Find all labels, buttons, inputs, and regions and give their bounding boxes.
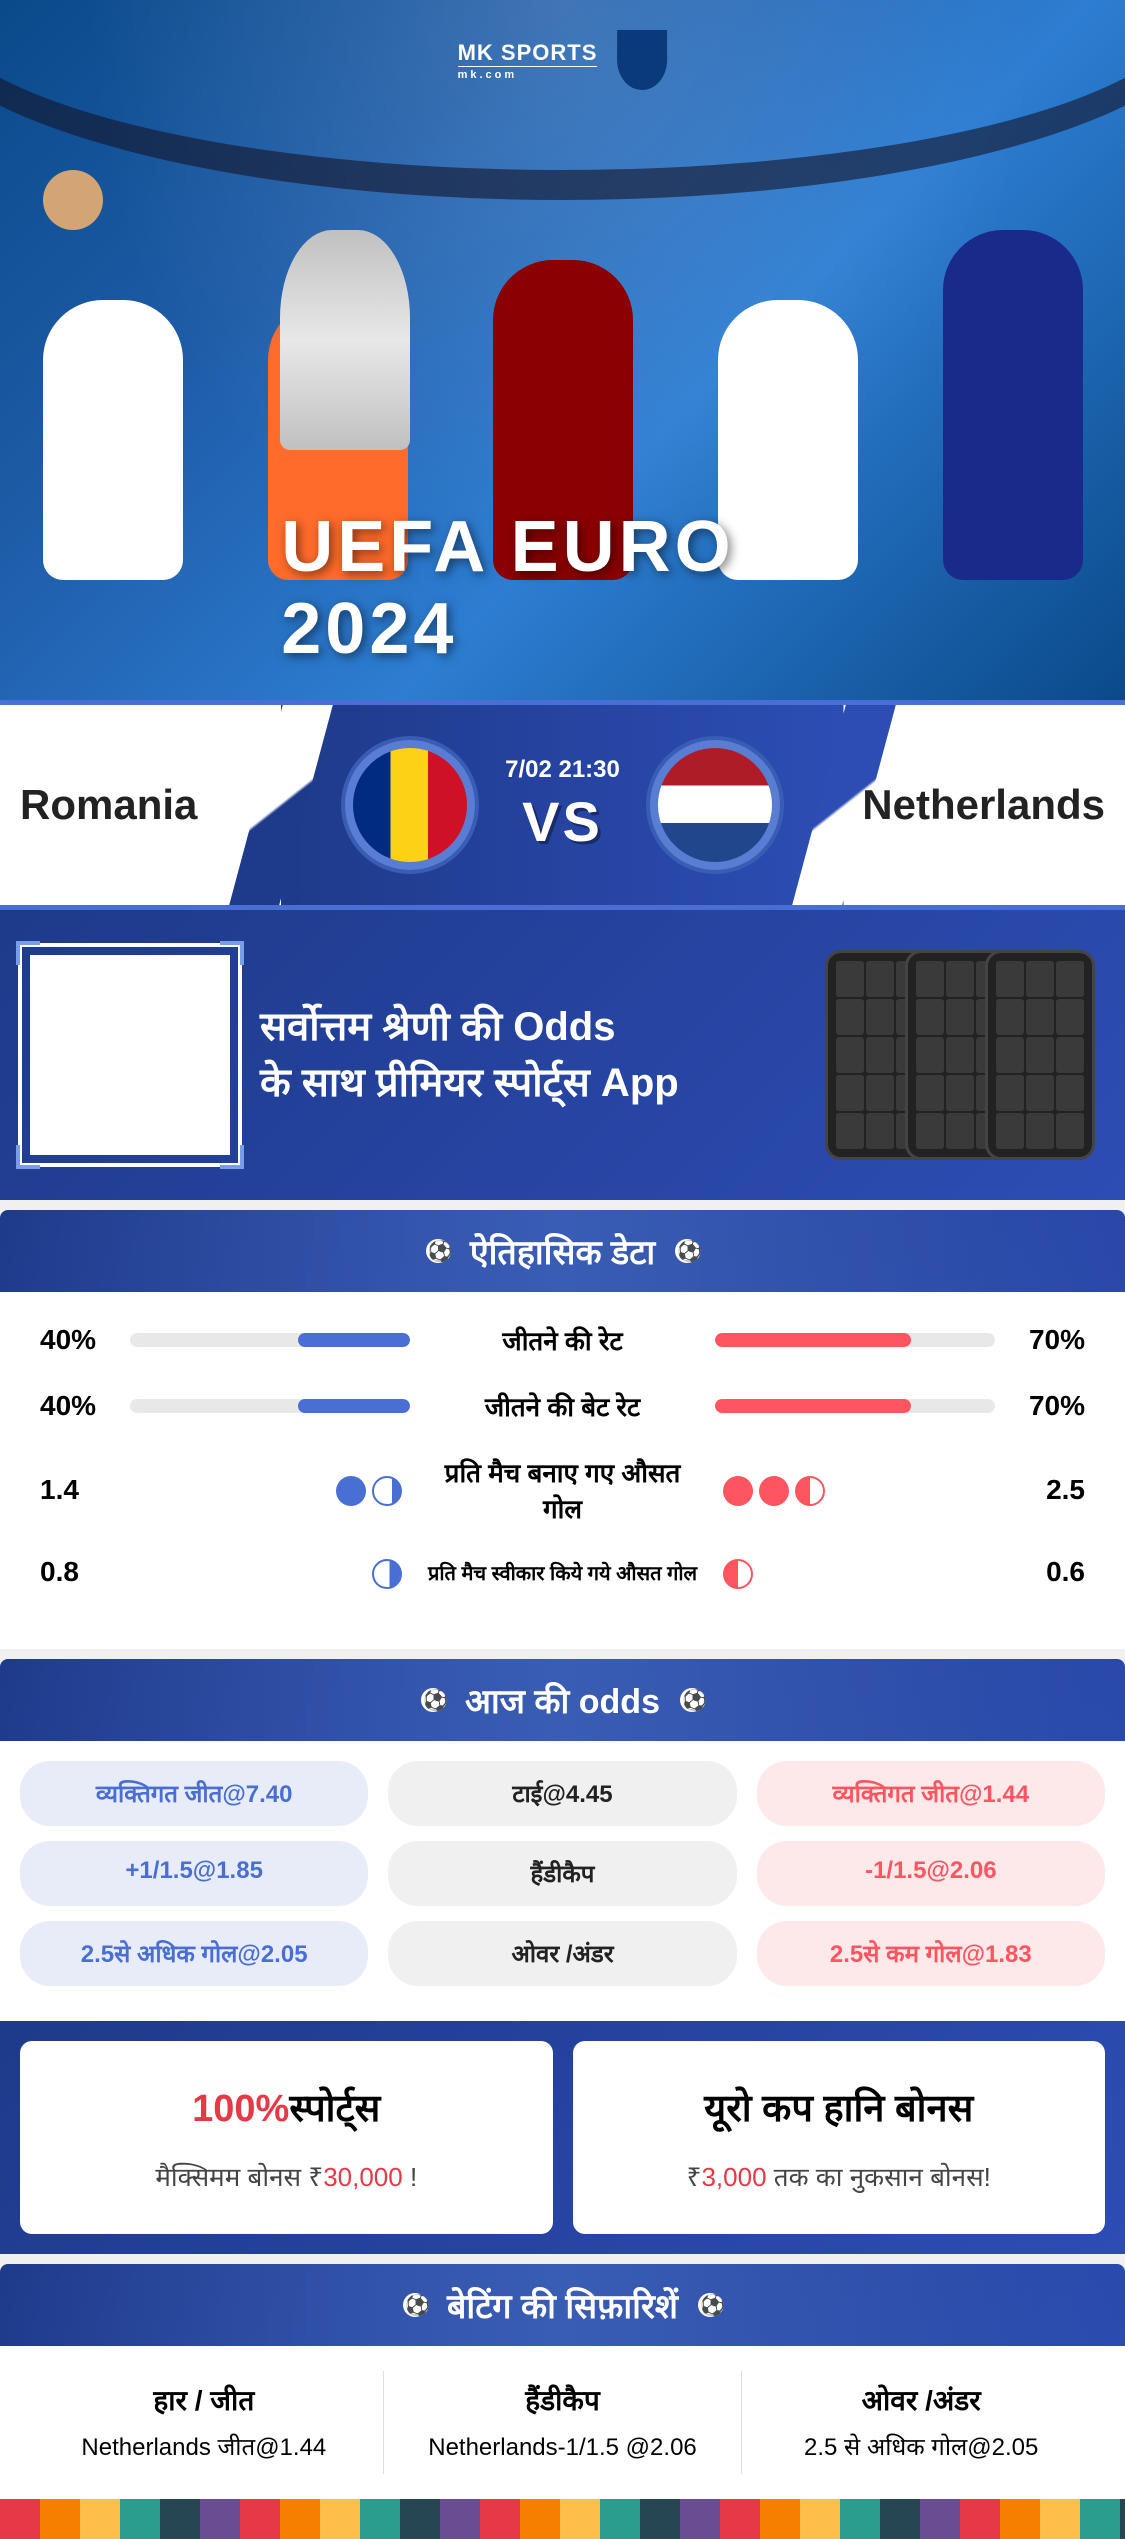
odds-row: व्यक्तिगत जीत@7.40 टाई@4.45 व्यक्तिगत जी… [20, 1761, 1105, 1826]
bonus-title-euro: यूरो कप हानि बोनस [603, 2081, 1076, 2133]
stat-row: 0.8 प्रति मैच स्वीकार किये गये औसत गोल 0… [40, 1556, 1085, 1589]
match-bar: Romania 7/02 21:30 VS Netherlands [0, 700, 1125, 910]
ball-icon [421, 1688, 445, 1712]
odds-pill-left[interactable]: व्यक्तिगत जीत@7.40 [20, 1761, 368, 1826]
stat-bar-right [715, 1333, 995, 1347]
reco-value: 2.5 से अधिक गोल@2.05 [757, 2431, 1085, 2465]
stat-bar-right [715, 1399, 995, 1413]
reco-value: Netherlands जीत@1.44 [40, 2431, 368, 2465]
stat-row: 40% जीतने की रेट 70% [40, 1322, 1085, 1358]
reco-section: बेटिंग की सिफ़ारिशें हार / जीत Netherlan… [0, 2264, 1125, 2500]
stat-left-value: 0.8 [40, 1556, 120, 1588]
goal-icons-right [723, 1476, 825, 1506]
odds-row: +1/1.5@1.85 हैंडीकैप -1/1.5@2.06 [20, 1841, 1105, 1906]
odds-pill-right[interactable]: -1/1.5@2.06 [757, 1841, 1105, 1906]
historical-section: ऐतिहासिक डेटा 40% जीतने की रेट 70% 40% ज… [0, 1210, 1125, 1649]
stat-bar-left [130, 1333, 410, 1347]
team-right: Netherlands [844, 781, 1125, 829]
odds-pill-center[interactable]: हैंडीकैप [388, 1841, 736, 1906]
stat-left-value: 1.4 [40, 1474, 120, 1506]
odds-body: व्यक्तिगत जीत@7.40 टाई@4.45 व्यक्तिगत जी… [0, 1741, 1125, 2021]
reco-body: हार / जीत Netherlands जीत@1.44 हैंडीकैप … [0, 2346, 1125, 2500]
bonus-label: स्पोर्ट्स [289, 2088, 380, 2130]
logo-subtext: mk.com [458, 66, 598, 81]
reco-label: ओवर /अंडर [757, 2381, 1085, 2419]
promo-line1: सर्वोत्तम श्रेणी की Odds [260, 1005, 615, 1049]
goal-icons-left [372, 1559, 402, 1589]
vs-label: VS [505, 789, 620, 854]
match-datetime: 7/02 21:30 [505, 756, 620, 784]
netherlands-flag-icon [650, 740, 780, 870]
stat-row: 1.4 प्रति मैच बनाए गए औसत गोल 2.5 [40, 1454, 1085, 1526]
promo-text: सर्वोत्तम श्रेणी की Odds के साथ प्रीमियर… [260, 999, 795, 1111]
reco-col[interactable]: हैंडीकैप Netherlands-1/1.5 @2.06 [384, 2371, 743, 2475]
odds-pill-left[interactable]: 2.5से अधिक गोल@2.05 [20, 1921, 368, 1986]
bonus-sub-pre: ₹ [687, 2162, 702, 2192]
hero-banner: MK SPORTS mk.com UEFA EURO 2024 [0, 0, 1125, 700]
stat-right-value: 70% [1005, 1324, 1085, 1356]
stat-left-value: 40% [40, 1390, 120, 1422]
reco-col[interactable]: ओवर /अंडर 2.5 से अधिक गोल@2.05 [742, 2371, 1100, 2475]
bonus-amount: 3,000 [701, 2162, 766, 2192]
logo-row: MK SPORTS mk.com [458, 30, 668, 90]
ball-icon [426, 1239, 450, 1263]
stat-right-value: 70% [1005, 1390, 1085, 1422]
rainbow-footer [0, 2499, 1125, 2539]
bonus-sub-post: ! [403, 2162, 417, 2192]
bonus-row: 100%स्पोर्ट्स मैक्सिमम बोनस ₹30,000 ! यू… [0, 2021, 1125, 2254]
odds-section: आज की odds व्यक्तिगत जीत@7.40 टाई@4.45 व… [0, 1659, 1125, 2021]
reco-col[interactable]: हार / जीत Netherlands जीत@1.44 [25, 2371, 384, 2475]
ball-icon [680, 1688, 704, 1712]
stat-right-value: 0.6 [1005, 1556, 1085, 1588]
odds-pill-left[interactable]: +1/1.5@1.85 [20, 1841, 368, 1906]
stat-bar-left [130, 1399, 410, 1413]
phone-mockups [825, 950, 1095, 1160]
stat-left-value: 40% [40, 1324, 120, 1356]
ball-icon [698, 2293, 722, 2317]
odds-pill-center[interactable]: ओवर /अंडर [388, 1921, 736, 1986]
bonus-sub-post: तक का नुकसान बोनस! [767, 2162, 991, 2192]
ball-icon [403, 2293, 427, 2317]
mk-sports-logo: MK SPORTS mk.com [458, 40, 598, 81]
odds-pill-right[interactable]: व्यक्तिगत जीत@1.44 [757, 1761, 1105, 1826]
bonus-card-sports[interactable]: 100%स्पोर्ट्स मैक्सिमम बोनस ₹30,000 ! [20, 2041, 553, 2234]
reco-title: बेटिंग की सिफ़ारिशें [447, 2282, 678, 2328]
bonus-card-euro[interactable]: यूरो कप हानि बोनस ₹3,000 तक का नुकसान बो… [573, 2041, 1106, 2234]
reco-value: Netherlands-1/1.5 @2.06 [399, 2431, 727, 2465]
odds-title: आज की odds [465, 1677, 660, 1723]
stat-label: जीतने की बेट रेट [420, 1388, 705, 1424]
reco-label: हैंडीकैप [399, 2381, 727, 2419]
stat-label: प्रति मैच स्वीकार किये गये औसत गोल [422, 1559, 704, 1586]
bonus-sub-pre: मैक्सिमम बोनस ₹ [155, 2162, 323, 2192]
stat-label: प्रति मैच बनाए गए औसत गोल [422, 1454, 704, 1526]
stat-row: 40% जीतने की बेट रेट 70% [40, 1388, 1085, 1424]
romania-flag-icon [345, 740, 475, 870]
promo-line2: के साथ प्रीमियर स्पोर्ट्स App [260, 1061, 679, 1105]
trophy-icon [280, 230, 410, 450]
goal-icons-right [723, 1559, 753, 1589]
odds-pill-center[interactable]: टाई@4.45 [388, 1761, 736, 1826]
logo-text: MK SPORTS [458, 40, 598, 65]
stat-right-value: 2.5 [1005, 1474, 1085, 1506]
qr-code-placeholder[interactable] [30, 955, 230, 1155]
ball-icon [675, 1239, 699, 1263]
goal-icons-left [336, 1476, 402, 1506]
reco-label: हार / जीत [40, 2381, 368, 2419]
bonus-amount: 30,000 [323, 2162, 403, 2192]
bonus-percent: 100% [192, 2088, 289, 2130]
promo-section: सर्वोत्तम श्रेणी की Odds के साथ प्रीमियर… [0, 910, 1125, 1200]
stats-body: 40% जीतने की रेट 70% 40% जीतने की बेट रे… [0, 1292, 1125, 1649]
odds-row: 2.5से अधिक गोल@2.05 ओवर /अंडर 2.5से कम ग… [20, 1921, 1105, 1986]
hero-title: UEFA EURO 2024 [281, 506, 844, 670]
shield-logo-icon [617, 30, 667, 90]
historical-title: ऐतिहासिक डेटा [470, 1228, 655, 1274]
odds-pill-right[interactable]: 2.5से कम गोल@1.83 [757, 1921, 1105, 1986]
team-left: Romania [0, 781, 281, 829]
stat-label: जीतने की रेट [420, 1322, 705, 1358]
